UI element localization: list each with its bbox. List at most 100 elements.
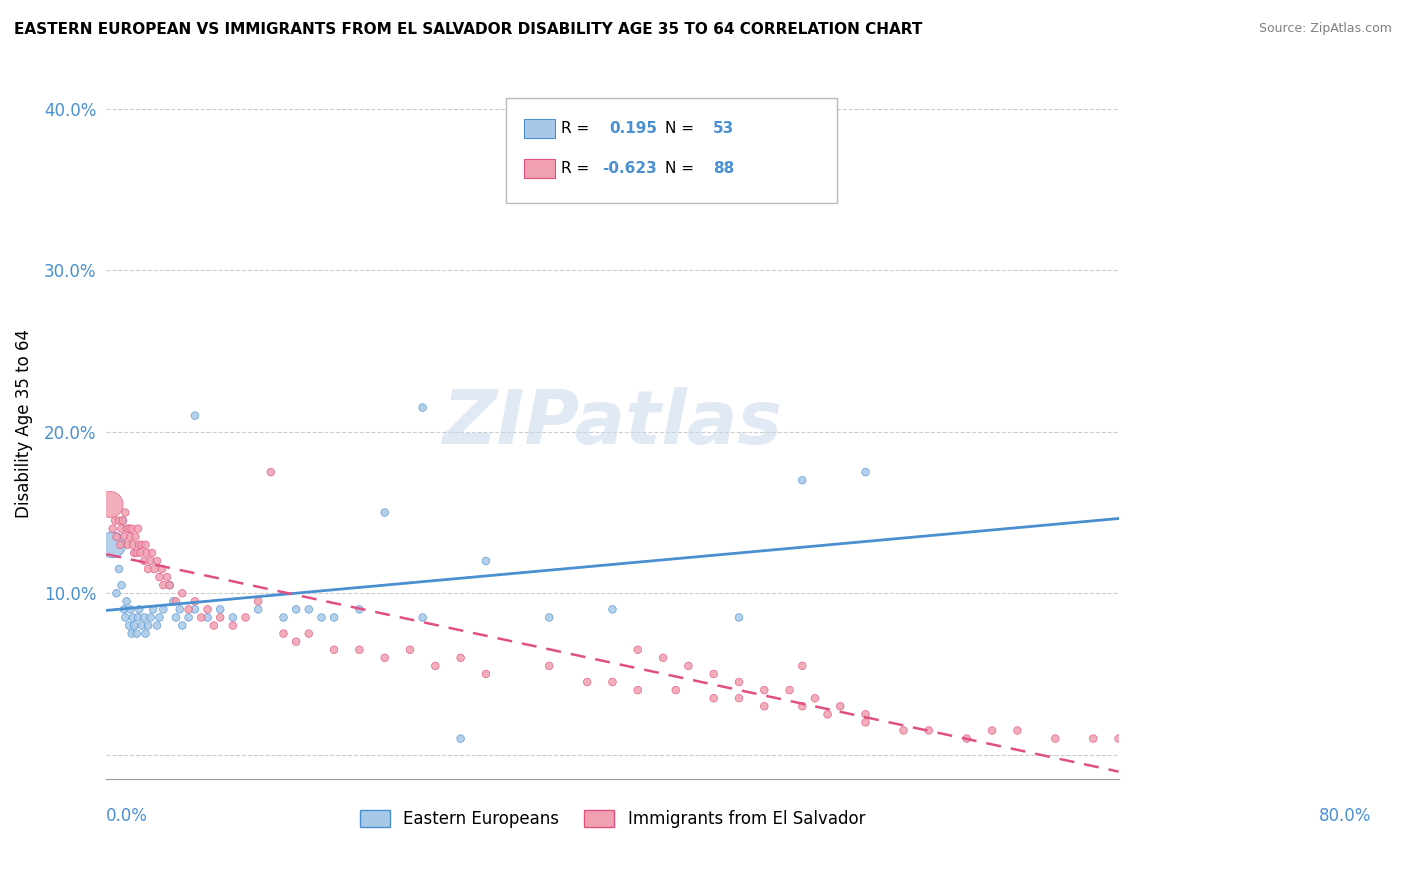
Point	[105, 586, 128, 600]
Point	[162, 594, 184, 608]
Point	[184, 409, 207, 423]
Point	[159, 578, 181, 592]
Point	[273, 610, 295, 624]
Point	[728, 610, 751, 624]
Point	[665, 683, 688, 698]
Point	[247, 594, 270, 608]
Point	[134, 554, 156, 568]
Point	[184, 594, 207, 608]
Point	[652, 650, 675, 665]
Point	[115, 594, 138, 608]
Point	[122, 546, 145, 560]
Point	[754, 699, 776, 714]
Point	[139, 554, 162, 568]
Text: 80.0%: 80.0%	[1319, 807, 1372, 825]
Point	[273, 626, 295, 640]
Text: Source: ZipAtlas.com: Source: ZipAtlas.com	[1258, 22, 1392, 36]
Point	[152, 578, 174, 592]
Point	[117, 538, 139, 552]
Text: EASTERN EUROPEAN VS IMMIGRANTS FROM EL SALVADOR DISABILITY AGE 35 TO 64 CORRELAT: EASTERN EUROPEAN VS IMMIGRANTS FROM EL S…	[14, 22, 922, 37]
Point	[125, 546, 148, 560]
Point	[115, 522, 138, 536]
Point	[172, 586, 194, 600]
Point	[538, 610, 561, 624]
Point	[197, 610, 219, 624]
Point	[197, 602, 219, 616]
Point	[120, 602, 142, 616]
Point	[855, 465, 877, 479]
Point	[128, 538, 150, 552]
Point	[122, 618, 145, 632]
Point	[110, 578, 132, 592]
Point	[855, 707, 877, 722]
Point	[235, 610, 257, 624]
Point	[139, 610, 162, 624]
Point	[152, 602, 174, 616]
Point	[177, 610, 200, 624]
Legend: Eastern Europeans, Immigrants from El Salvador: Eastern Europeans, Immigrants from El Sa…	[353, 803, 872, 835]
Text: ZIPatlas: ZIPatlas	[443, 387, 783, 460]
Point	[209, 602, 232, 616]
Point	[136, 562, 159, 576]
Point	[177, 602, 200, 616]
Y-axis label: Disability Age 35 to 64: Disability Age 35 to 64	[15, 329, 32, 518]
Point	[135, 626, 157, 640]
Point	[125, 626, 148, 640]
Point	[121, 626, 143, 640]
Point	[374, 650, 396, 665]
Point	[131, 538, 153, 552]
Point	[323, 610, 346, 624]
Point	[804, 691, 827, 706]
Point	[703, 691, 725, 706]
Point	[105, 530, 128, 544]
Point	[143, 562, 166, 576]
Point	[127, 610, 149, 624]
Text: N =: N =	[665, 161, 695, 176]
Point	[412, 610, 434, 624]
Point	[475, 554, 498, 568]
Point	[728, 691, 751, 706]
Point	[450, 731, 472, 746]
Point	[98, 498, 121, 512]
Point	[104, 514, 127, 528]
Point	[108, 562, 131, 576]
Point	[779, 683, 801, 698]
Point	[118, 522, 141, 536]
Point	[222, 618, 245, 632]
Point	[142, 602, 165, 616]
Point	[141, 546, 163, 560]
Point	[135, 538, 157, 552]
Point	[135, 546, 157, 560]
Point	[159, 578, 181, 592]
Point	[148, 570, 170, 584]
Point	[1007, 723, 1029, 738]
Point	[165, 594, 187, 608]
Point	[172, 618, 194, 632]
Point	[148, 610, 170, 624]
Point	[475, 667, 498, 681]
Text: N =: N =	[665, 121, 695, 136]
Point	[118, 618, 141, 632]
Point	[602, 602, 624, 616]
Point	[817, 707, 839, 722]
Point	[127, 522, 149, 536]
Point	[114, 610, 136, 624]
Point	[627, 683, 650, 698]
Point	[165, 610, 187, 624]
Point	[222, 610, 245, 624]
Point	[298, 626, 321, 640]
Text: R =: R =	[561, 121, 589, 136]
Point	[538, 659, 561, 673]
Point	[209, 610, 232, 624]
Point	[128, 602, 150, 616]
Point	[792, 659, 814, 673]
Point	[111, 514, 134, 528]
Point	[285, 602, 308, 616]
Point	[124, 530, 146, 544]
Point	[120, 530, 142, 544]
Point	[110, 538, 132, 552]
Point	[146, 618, 169, 632]
Point	[918, 723, 941, 738]
Text: R =: R =	[561, 161, 589, 176]
Point	[956, 731, 979, 746]
